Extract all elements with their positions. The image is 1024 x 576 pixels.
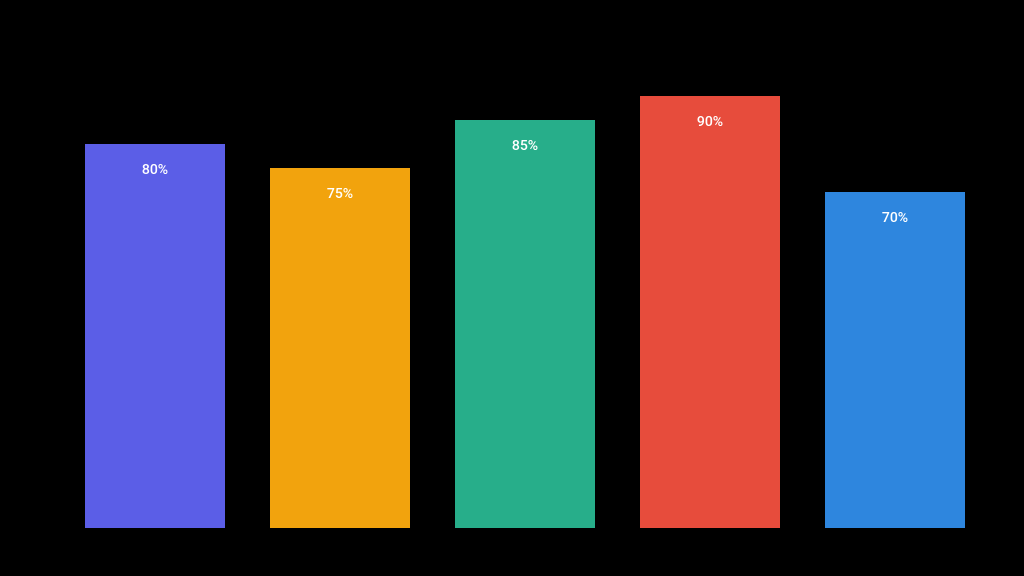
bar-5: 70% [825,192,965,528]
bar-2: 75% [270,168,410,528]
bar-chart: 80% 75% 85% 90% 70% [0,0,1024,576]
bar-4-label: 90% [640,114,780,130]
bar-5-label: 70% [825,210,965,226]
bar-1: 80% [85,144,225,528]
bar-1-label: 80% [85,162,225,178]
bar-4: 90% [640,96,780,528]
bar-3: 85% [455,120,595,528]
bar-2-label: 75% [270,186,410,202]
bar-3-label: 85% [455,138,595,154]
